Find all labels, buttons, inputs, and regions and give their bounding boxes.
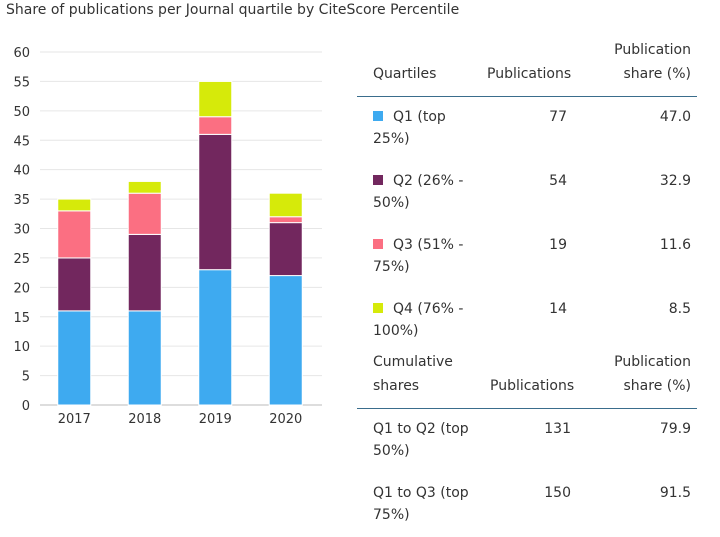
header-share-line2: share (%) [623,66,691,82]
bar-segment-2018-q1 [127,310,162,406]
header-share-line2: share (%) [623,378,691,394]
cumulative-header: Cumulative shares Publications Publicati… [357,354,697,404]
bar-segment-2020-q1 [268,275,303,406]
y-axis: 0 5 10 15 20 25 30 35 40 45 50 55 60 [13,46,30,414]
bar-segment-2020-q2 [268,222,303,277]
header-share-line1: Publication [614,42,691,58]
x-tick-label: 2019 [199,412,232,427]
row-publications: 77 [549,109,567,125]
row-label: Q4 (76% - [393,301,464,317]
chart-title: Share of publications per Journal quarti… [6,2,460,18]
bar-segment-2019-q1 [198,269,233,406]
y-tick-label: 55 [13,75,30,90]
y-tick-label: 5 [22,370,30,385]
y-tick-label: 25 [13,252,30,267]
x-axis: 2017 2018 2019 2020 [58,412,303,427]
bar-series [57,80,303,406]
bar-segment-2018-q4 [127,180,162,194]
table-header: Quartiles Publications Publication share… [357,40,697,90]
bar-segment-2020-q4 [268,192,303,218]
y-tick-label: 60 [13,46,30,61]
row-publications: 54 [549,173,567,189]
row-label-cont: 100%) [373,323,419,339]
row-label: Q2 (26% - [393,173,464,189]
bar-segment-2017-q2 [57,257,92,312]
bar-segment-2018-q2 [127,233,162,312]
y-tick-label: 20 [13,281,30,296]
y-tick-label: 35 [13,193,30,208]
bar-segment-2017-q4 [57,198,92,212]
y-tick-label: 40 [13,164,30,179]
row-publications: 14 [549,301,567,317]
bar-segment-2018-q3 [127,192,162,235]
bar-segment-2017-q3 [57,210,92,259]
q3-swatch [373,239,383,249]
header-divider [357,96,697,97]
row-label-cont: 25%) [373,131,410,147]
row-share: 11.6 [659,237,691,253]
q2-swatch [373,175,383,185]
y-tick-label: 10 [13,340,30,355]
stacked-bar-chart: 0 5 10 15 20 25 30 35 40 45 50 55 60 2017 2018 2019 202… [13,46,322,427]
row-share: 32.9 [659,173,691,189]
row-share: 8.5 [668,301,691,317]
cumulative-divider [357,408,697,409]
row-label-cont: 50%) [373,195,410,211]
row-publications: 150 [544,485,571,501]
row-label: Q1 to Q2 (top [373,421,469,437]
header-cumulative: Cumulative [373,354,453,370]
row-label-cont: 75%) [373,507,410,523]
q1-swatch [373,111,383,121]
bar-segment-2020-q3 [268,216,303,224]
row-share: 79.9 [659,421,691,437]
row-share: 91.5 [659,485,691,501]
x-tick-label: 2017 [58,412,91,427]
y-tick-label: 30 [13,223,30,238]
row-label: Q1 (top [393,109,446,125]
bar-segment-2019-q2 [198,133,233,271]
header-share-line1: Publication [614,354,691,370]
bar-segment-2017-q1 [57,310,92,406]
header-publications: Publications [487,66,572,82]
row-share: 47.0 [659,109,691,125]
row-label-cont: 75%) [373,259,410,275]
header-shares: shares [373,378,420,394]
q4-swatch [373,303,383,313]
y-tick-label: 45 [13,134,30,149]
header-quartiles: Quartiles [373,66,437,82]
header-publications: Publications [490,378,575,394]
y-tick-label: 50 [13,105,30,120]
row-label: Q1 to Q3 (top [373,485,469,501]
row-label: Q3 (51% - [393,237,464,253]
x-tick-label: 2018 [128,412,161,427]
row-publications: 131 [544,421,571,437]
bar-segment-2019-q4 [198,80,233,118]
x-tick-label: 2020 [269,412,302,427]
y-tick-label: 0 [22,399,30,414]
y-tick-label: 15 [13,311,30,326]
bar-segment-2019-q3 [198,116,233,135]
row-label-cont: 50%) [373,443,410,459]
row-publications: 19 [549,237,567,253]
